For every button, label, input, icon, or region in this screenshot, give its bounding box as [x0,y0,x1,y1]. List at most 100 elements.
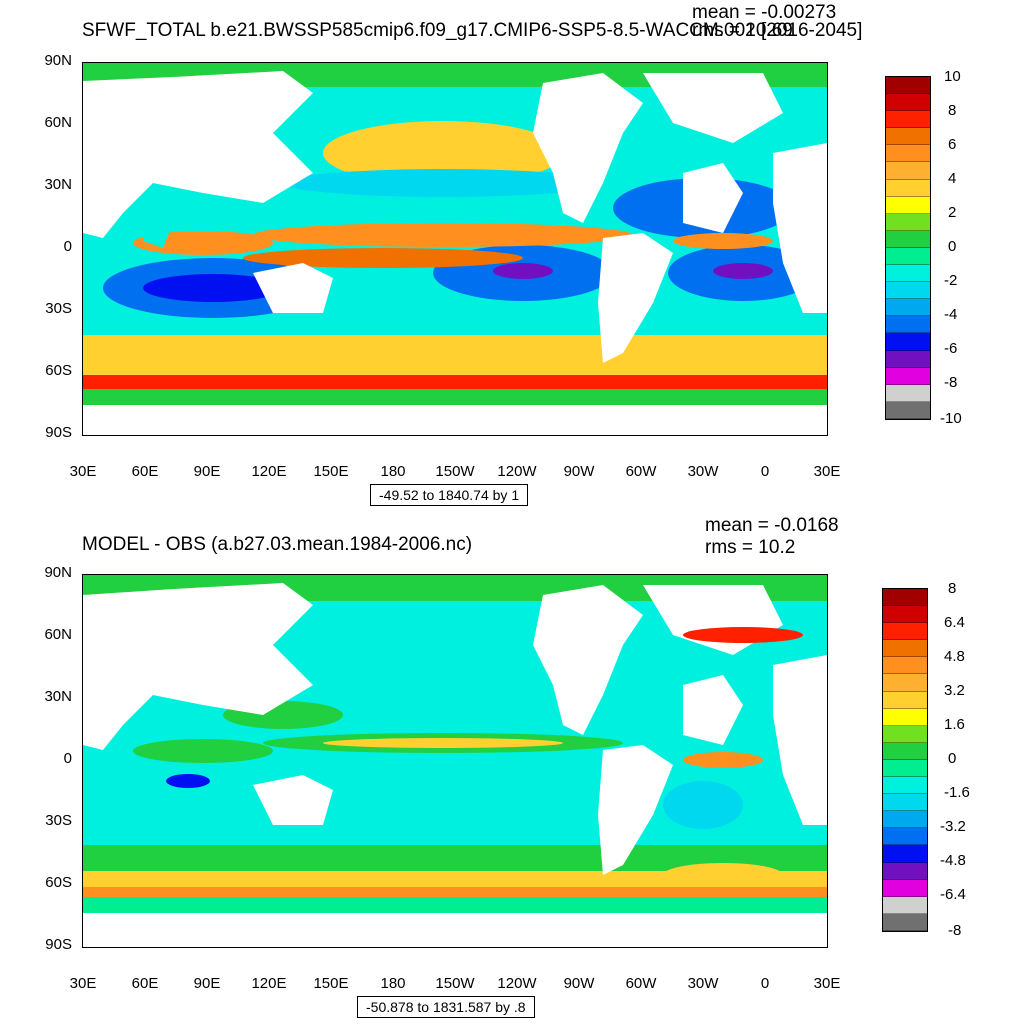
lon-label: 30E [813,463,841,480]
lon-label: 30E [69,463,97,480]
lon-label: 180 [380,463,406,480]
colorbar [882,588,928,932]
panel-title: MODEL - OBS (a.b27.03.mean.1984-2006.nc) [82,534,473,555]
lat-label: 60N [44,626,72,643]
lon-label: 60W [625,975,657,992]
lon-label: 180 [380,975,406,992]
colorbar-label: -6.4 [940,886,966,903]
lon-label: 90E [193,975,221,992]
lon-label: 90W [563,463,595,480]
lon-label: 60E [131,975,159,992]
bottom-map-panel: MODEL - OBS (a.b27.03.mean.1984-2006.nc)… [0,512,1024,1024]
colorbar-swatch [883,742,927,760]
contour-range-box: -49.52 to 1840.74 by 1 [370,484,529,506]
colorbar-swatch [886,350,930,368]
colorbar-swatch [886,230,930,248]
map-plot-area [82,574,828,948]
lat-label: 90N [44,564,72,581]
colorbar-label: 6.4 [944,614,965,631]
lon-label: 30E [813,975,841,992]
colorbar-label: -4.8 [940,852,966,869]
colorbar-swatch [886,384,930,402]
colorbar-swatch [883,811,927,829]
colorbar-swatch [886,282,930,300]
colorbar-swatch [886,333,930,351]
rms-value: rms = 10.2 [705,537,796,558]
colorbar-swatch [883,674,927,692]
lon-label: 120E [251,463,287,480]
colorbar-label: 0 [948,238,957,255]
colorbar-swatch [886,77,930,95]
colorbar-swatch [886,196,930,214]
lat-label: 60S [45,874,72,891]
lon-label: 150W [435,975,475,992]
lon-label: 150E [313,975,349,992]
top-map-panel: SFWF_TOTAL b.e21.BWSSP585cmip6.f09_g17.C… [44,2,962,506]
colorbar-swatch [883,606,927,624]
colorbar-swatch [883,691,927,709]
mean-value: mean = -0.0168 [705,515,839,536]
colorbar-swatch [886,367,930,385]
lon-label: 30E [69,975,97,992]
lon-label: 120W [497,975,537,992]
colorbar-swatch [883,828,927,846]
colorbar-swatch [883,640,927,658]
colorbar-swatch [883,913,927,931]
colorbar-label: 6 [948,136,957,153]
colorbar-label: 0 [948,750,957,767]
lat-label: 60S [45,362,72,379]
lon-label: 120E [251,975,287,992]
lon-label: 60W [625,463,657,480]
lon-label: 150E [313,463,349,480]
colorbar-swatch [883,879,927,897]
colorbar-swatch [886,265,930,283]
colorbar-swatch [883,777,927,795]
colorbar-label: -8 [948,922,962,939]
colorbar-swatch [886,316,930,334]
colorbar-swatch [883,896,927,914]
mean-value: mean = -0.00273 [692,2,837,23]
colorbar-swatch [886,162,930,180]
colorbar-swatch [886,247,930,266]
colorbar-swatch [883,759,927,778]
lat-label: 30S [45,300,72,317]
colorbar-swatch [886,213,930,231]
lon-label: 60E [131,463,159,480]
lat-label: 90S [45,936,72,953]
lon-label: 0 [760,975,770,992]
colorbar-swatch [883,589,927,607]
colorbar-label: 4 [948,170,957,187]
map-plot-area [82,62,828,436]
colorbar-label: 2 [948,204,957,221]
colorbar-label: -4 [944,306,958,323]
colorbar-swatch [886,128,930,146]
lat-label: 30S [45,812,72,829]
lat-label: 0 [63,750,72,767]
colorbar-swatch [886,145,930,163]
ocean-field-map [83,63,827,435]
colorbar-label: 1.6 [944,716,965,733]
colorbar-swatch [886,111,930,129]
colorbar-swatch [883,845,927,863]
colorbar-label: 3.2 [944,682,965,699]
lon-label: 90E [193,463,221,480]
colorbar-label: -3.2 [940,818,966,835]
colorbar [885,76,931,420]
colorbar-label: -6 [944,340,958,357]
contour-range-box: -50.878 to 1831.587 by .8 [357,996,535,1018]
colorbar-swatch [886,401,930,419]
lon-label: 30W [687,463,719,480]
colorbar-label: 8 [948,102,957,119]
colorbar-label: 10 [944,68,961,85]
colorbar-label: -8 [944,374,958,391]
lat-label: 30N [44,688,72,705]
colorbar-label: 8 [948,580,957,597]
colorbar-label: -2 [944,272,958,289]
ocean-field-map [83,575,827,947]
lon-label: 120W [497,463,537,480]
lon-label: 30W [687,975,719,992]
lat-label: 60N [44,114,72,131]
colorbar-swatch [883,657,927,675]
lon-label: 150W [435,463,475,480]
panel-title: SFWF_TOTAL b.e21.BWSSP585cmip6.f09_g17.C… [82,20,863,41]
